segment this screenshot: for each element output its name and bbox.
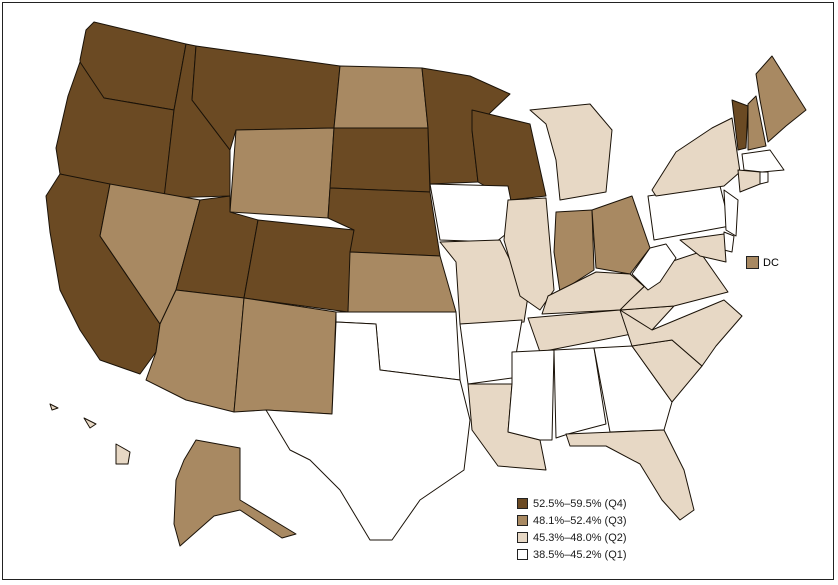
map-legend: 52.5%–59.5% (Q4) 48.1%–52.4% (Q3) 45.3%–…: [517, 495, 627, 563]
state-RI: [759, 171, 769, 185]
state-TN: [527, 305, 675, 353]
legend-item-q3: 48.1%–52.4% (Q3): [517, 512, 627, 529]
state-WY: [229, 127, 335, 219]
state-MA: [741, 149, 785, 173]
state-KS: [347, 251, 457, 313]
state-IA: [429, 183, 517, 243]
state-CT: [737, 169, 761, 193]
dc-label: DC: [763, 256, 779, 269]
state-IL: [503, 197, 555, 311]
state-MD: [679, 233, 727, 263]
legend-item-q2: 45.3%–48.0% (Q2): [517, 529, 627, 546]
state-MS: [507, 349, 555, 441]
legend-swatch-q2: [517, 532, 528, 543]
state-GA: [593, 345, 673, 433]
dc-legend: DC: [746, 256, 779, 269]
state-NC: [619, 299, 743, 367]
state-ND: [333, 65, 429, 129]
legend-label-q1: 38.5%–45.2% (Q1): [533, 548, 627, 561]
state-MO: [439, 239, 529, 325]
state-TX: [265, 321, 471, 541]
state-NY: [651, 117, 741, 197]
state-AL: [553, 347, 607, 439]
legend-item-q4: 52.5%–59.5% (Q4): [517, 495, 627, 512]
state-FL: [565, 429, 695, 521]
state-MI: [529, 103, 613, 201]
legend-item-q1: 38.5%–45.2% (Q1): [517, 546, 627, 563]
state-WV: [631, 243, 677, 291]
legend-swatch-q4: [517, 498, 528, 509]
state-NH: [747, 95, 767, 151]
state-NJ: [723, 189, 739, 237]
state-OH: [591, 195, 651, 275]
legend-label-q2: 45.3%–48.0% (Q2): [533, 531, 627, 544]
legend-label-q4: 52.5%–59.5% (Q4): [533, 497, 627, 510]
dc-swatch: [746, 256, 759, 269]
legend-label-q3: 48.1%–52.4% (Q3): [533, 514, 627, 527]
state-ME: [755, 55, 807, 143]
legend-swatch-q3: [517, 515, 528, 526]
state-AK: [173, 439, 297, 547]
state-NM: [233, 297, 337, 415]
state-SD: [329, 127, 431, 193]
state-HI: [49, 403, 131, 465]
state-CO: [243, 219, 355, 313]
legend-swatch-q1: [517, 549, 528, 560]
state-VT: [731, 99, 749, 151]
